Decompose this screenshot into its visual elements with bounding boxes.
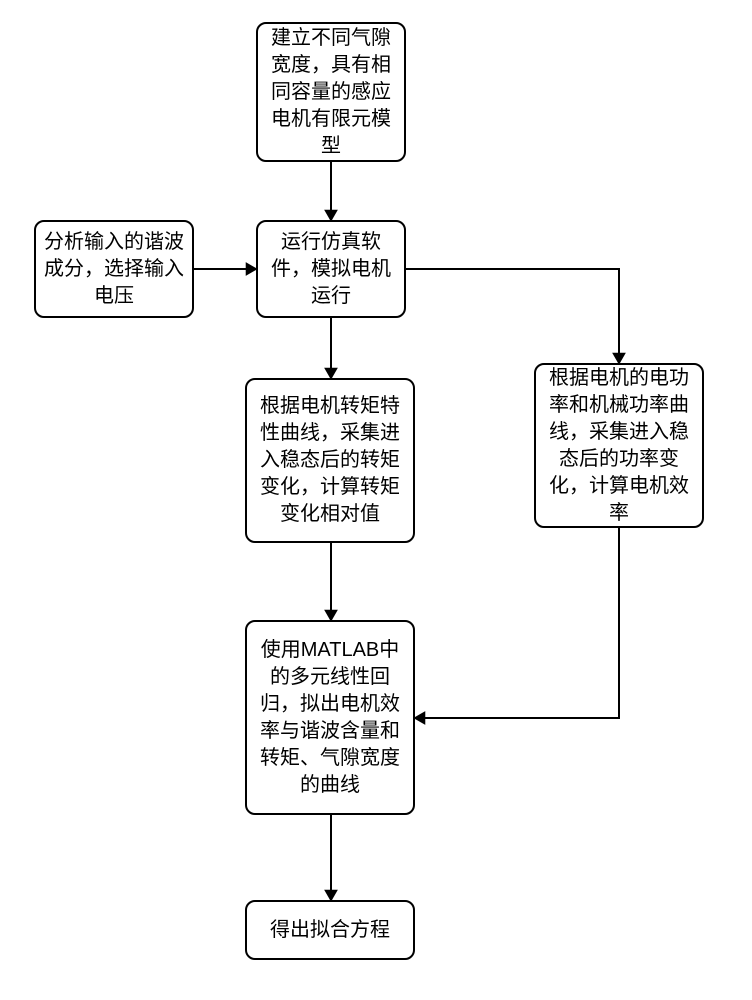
- node-power-efficiency: 根据电机的电功率和机械功率曲线，采集进入稳态后的功率变化，计算电机效率: [534, 363, 704, 528]
- node-label: 运行仿真软件，模拟电机运行: [266, 229, 396, 310]
- node-run-simulation: 运行仿真软件，模拟电机运行: [256, 220, 406, 318]
- node-label: 使用MATLAB中的多元线性回归，拟出电机效率与谐波含量和转矩、气隙宽度的曲线: [255, 637, 405, 799]
- node-label: 分析输入的谐波成分，选择输入电压: [44, 229, 184, 310]
- flowchart-canvas: 建立不同气隙宽度，具有相同容量的感应电机有限元模型 分析输入的谐波成分，选择输入…: [0, 0, 752, 1000]
- node-label: 得出拟合方程: [270, 917, 390, 944]
- node-matlab-regression: 使用MATLAB中的多元线性回归，拟出电机效率与谐波含量和转矩、气隙宽度的曲线: [245, 620, 415, 815]
- node-label: 建立不同气隙宽度，具有相同容量的感应电机有限元模型: [266, 25, 396, 160]
- node-fit-equation: 得出拟合方程: [245, 900, 415, 960]
- node-label: 根据电机的电功率和机械功率曲线，采集进入稳态后的功率变化，计算电机效率: [544, 365, 694, 527]
- node-build-fem-model: 建立不同气隙宽度，具有相同容量的感应电机有限元模型: [256, 22, 406, 162]
- node-torque-characteristic: 根据电机转矩特性曲线，采集进入稳态后的转矩变化，计算转矩变化相对值: [245, 378, 415, 543]
- node-analyze-harmonics: 分析输入的谐波成分，选择输入电压: [34, 220, 194, 318]
- node-label: 根据电机转矩特性曲线，采集进入稳态后的转矩变化，计算转矩变化相对值: [255, 393, 405, 528]
